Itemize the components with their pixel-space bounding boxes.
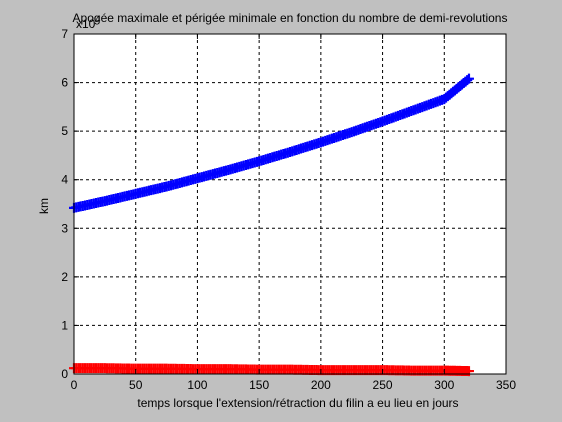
y-tick-label: 4 xyxy=(61,173,68,187)
data-marker xyxy=(463,73,474,84)
x-tick-label: 50 xyxy=(129,378,143,392)
x-tick-label: 350 xyxy=(496,378,516,392)
y-exponent-label: x104 xyxy=(76,14,100,31)
x-tick-label: 300 xyxy=(434,378,454,392)
axes-frame xyxy=(73,33,507,375)
y-tick-label: 2 xyxy=(61,270,68,284)
y-tick-label: 0 xyxy=(61,367,68,381)
y-tick-label: 5 xyxy=(61,124,68,138)
axes-background xyxy=(74,34,506,374)
ticks xyxy=(73,33,507,375)
y-axis-label: km xyxy=(37,198,51,214)
series-1 xyxy=(69,363,474,377)
x-axis-label: temps lorsque l'extension/rétraction du … xyxy=(137,396,458,410)
x-tick-label: 150 xyxy=(249,378,269,392)
series-layer xyxy=(69,73,474,377)
x-tick-label: 0 xyxy=(71,378,78,392)
chart-title: Apogée maximale et périgée minimale en f… xyxy=(73,11,508,25)
x-tick-label: 100 xyxy=(187,378,207,392)
y-tick-label: 3 xyxy=(61,221,68,235)
data-marker xyxy=(462,75,473,86)
x-tick-label: 250 xyxy=(373,378,393,392)
x-tick-label: 200 xyxy=(311,378,331,392)
y-tick-label: 6 xyxy=(61,76,68,90)
y-tick-label: 1 xyxy=(61,318,68,332)
y-tick-label: 7 xyxy=(61,27,68,41)
grid xyxy=(74,34,506,374)
tick-labels: 0 50 100 150 200 250 300 350 0 1 2 3 4 5 6 7 xyxy=(61,27,516,392)
